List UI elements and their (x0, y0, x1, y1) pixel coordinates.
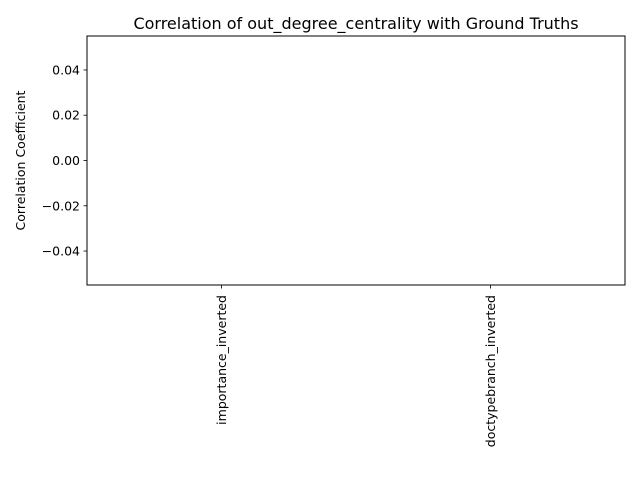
y-tick-label: 0.00 (52, 153, 80, 168)
y-tick-label: −0.04 (42, 244, 80, 259)
axes-frame (86, 35, 626, 286)
y-tick-label: 0.04 (52, 62, 80, 77)
x-tick-label: doctypebranch_inverted (483, 295, 498, 447)
chart-title: Correlation of out_degree_centrality wit… (133, 14, 578, 34)
y-axis-label: Correlation Coefficient (13, 90, 28, 230)
y-tick-label: 0.02 (52, 108, 80, 123)
plot-area: −0.04 −0.02 0.00 0.02 0.04 importance_inverte… (42, 35, 626, 447)
y-tick-label: −0.02 (42, 198, 80, 213)
x-tick-label: importance_inverted (214, 295, 229, 425)
